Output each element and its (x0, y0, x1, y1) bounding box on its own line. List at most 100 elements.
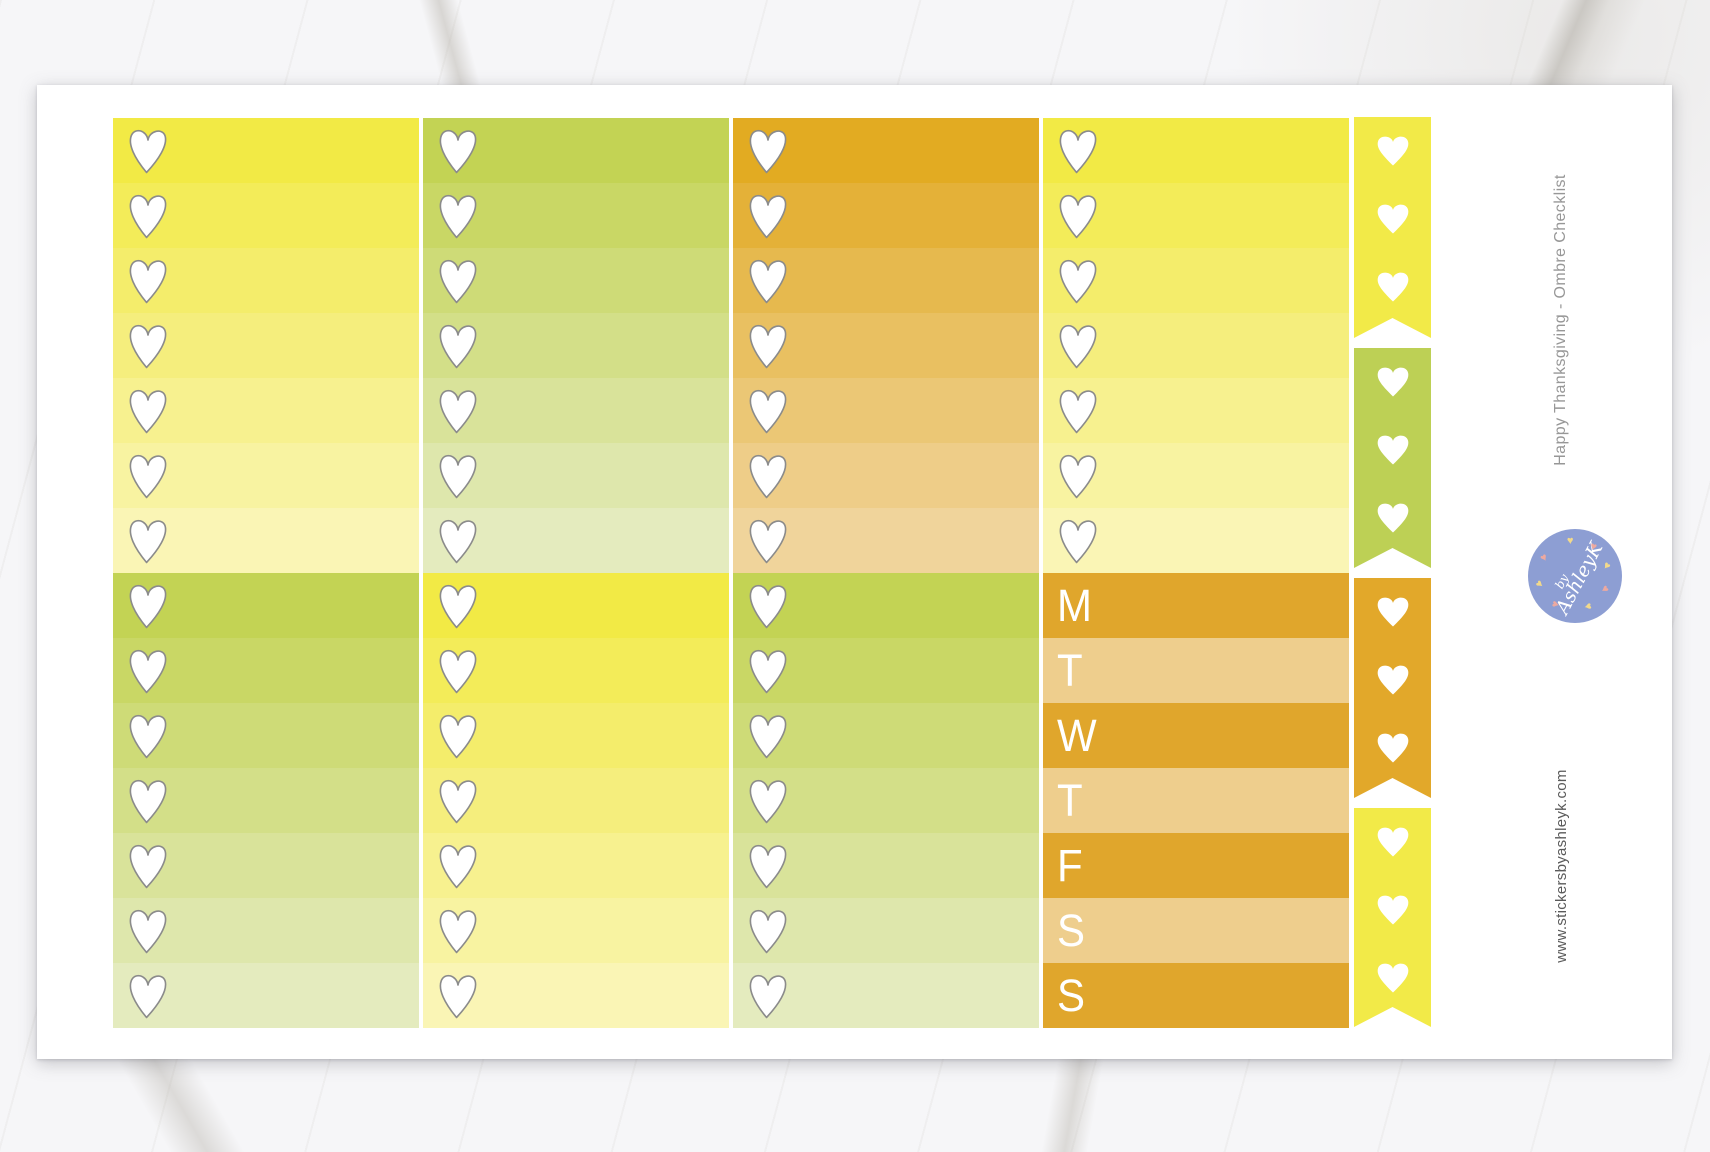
checklist-row (423, 118, 729, 183)
heart-checkbox-icon (749, 389, 787, 433)
column-4-top-section (1043, 118, 1349, 573)
heart-icon (1374, 270, 1412, 304)
heart-checkbox-icon (439, 129, 477, 173)
heart-checkbox-icon (129, 974, 167, 1018)
heart-checkbox-icon (1059, 194, 1097, 238)
flag-heart-wrap (1374, 961, 1412, 1000)
flag-sticker-1 (1354, 117, 1431, 338)
heart-checkbox-icon (749, 259, 787, 303)
checklist-row (733, 248, 1039, 313)
checklist-row (113, 248, 419, 313)
heart-checkbox-icon (749, 324, 787, 368)
day-letter: S (1057, 969, 1086, 1021)
day-letter: F (1057, 839, 1083, 891)
checklist-row (113, 118, 419, 183)
flag-sticker-2 (1354, 348, 1431, 568)
flag-heart-wrap (1374, 501, 1412, 540)
heart-icon: ♥ (1533, 577, 1547, 591)
heart-checkbox-icon (439, 714, 477, 758)
checklist-row (113, 183, 419, 248)
flag-heart-wrap (1374, 433, 1412, 472)
website-vertical: www.stickersbyashleyk.com (1553, 769, 1570, 963)
heart-checkbox-icon (439, 194, 477, 238)
checklist-row (113, 963, 419, 1028)
checklist-row (423, 573, 729, 638)
heart-icon (1374, 893, 1412, 927)
checklist-row (423, 378, 729, 443)
checklist-row (733, 833, 1039, 898)
flag-sticker-3 (1354, 578, 1431, 798)
checklist-row (733, 573, 1039, 638)
heart-checkbox-icon (439, 519, 477, 563)
checklist-row (113, 508, 419, 573)
flag-heart-wrap (1374, 893, 1412, 932)
flag-heart-wrap (1374, 825, 1412, 864)
heart-icon (1374, 663, 1412, 697)
flag-sticker-4 (1354, 808, 1431, 1027)
checklist-row (733, 963, 1039, 1028)
heart-icon (1374, 731, 1412, 765)
checklist-row (423, 898, 729, 963)
checklist-row (733, 898, 1039, 963)
checklist-row (113, 378, 419, 443)
checklist-row (1043, 248, 1349, 313)
day-row: W (1043, 703, 1349, 768)
heart-checkbox-icon (749, 584, 787, 628)
heart-icon (1374, 202, 1412, 236)
checklist-row (423, 638, 729, 703)
checklist-row (1043, 443, 1349, 508)
heart-checkbox-icon (1059, 129, 1097, 173)
checklist-row (423, 443, 729, 508)
heart-checkbox-icon (439, 389, 477, 433)
brand-logo: by AshleyK ♥ ♥ ♥ ♥ ♥ ♥ ♥ ♥ (1528, 529, 1622, 623)
day-letter: T (1057, 644, 1083, 696)
heart-icon: ♥ (1597, 583, 1612, 596)
checklist-row (423, 313, 729, 378)
checklist-row (113, 313, 419, 378)
heart-checkbox-icon (129, 129, 167, 173)
heart-icon (1374, 433, 1412, 467)
checklist-row (1043, 118, 1349, 183)
heart-checkbox-icon (129, 584, 167, 628)
flag-heart-wrap (1374, 365, 1412, 404)
checklist-row (1043, 378, 1349, 443)
product-title-vertical: Happy Thanksgiving - Ombre Checklist (1552, 174, 1569, 466)
heart-checkbox-icon (129, 714, 167, 758)
day-row: T (1043, 638, 1349, 703)
column-3-bottom-section (733, 573, 1039, 1028)
heart-checkbox-icon (749, 779, 787, 823)
heart-checkbox-icon (1059, 324, 1097, 368)
heart-icon (1374, 501, 1412, 535)
checklist-row (113, 443, 419, 508)
flag-heart-wrap (1374, 595, 1412, 634)
checklist-row (733, 183, 1039, 248)
heart-checkbox-icon (1059, 519, 1097, 563)
column-3-top-section (733, 118, 1039, 573)
heart-checkbox-icon (439, 454, 477, 498)
day-row: S (1043, 898, 1349, 963)
heart-checkbox-icon (439, 974, 477, 1018)
heart-checkbox-icon (439, 779, 477, 823)
heart-checkbox-icon (749, 519, 787, 563)
checklist-row (113, 898, 419, 963)
heart-checkbox-icon (129, 519, 167, 563)
checklist-row (733, 313, 1039, 378)
heart-checkbox-icon (129, 454, 167, 498)
day-letter: W (1057, 709, 1097, 761)
checklist-row (1043, 508, 1349, 573)
heart-checkbox-icon (439, 324, 477, 368)
checklist-row (113, 573, 419, 638)
heart-checkbox-icon (129, 779, 167, 823)
checklist-row (423, 963, 729, 1028)
heart-icon: ♥ (1537, 551, 1550, 565)
checklist-row (423, 833, 729, 898)
heart-checkbox-icon (129, 844, 167, 888)
heart-icon: ♥ (1600, 559, 1613, 574)
heart-checkbox-icon (439, 584, 477, 628)
day-row: T (1043, 768, 1349, 833)
column-2-top-section (423, 118, 729, 573)
heart-checkbox-icon (749, 714, 787, 758)
checklist-row (423, 248, 729, 313)
